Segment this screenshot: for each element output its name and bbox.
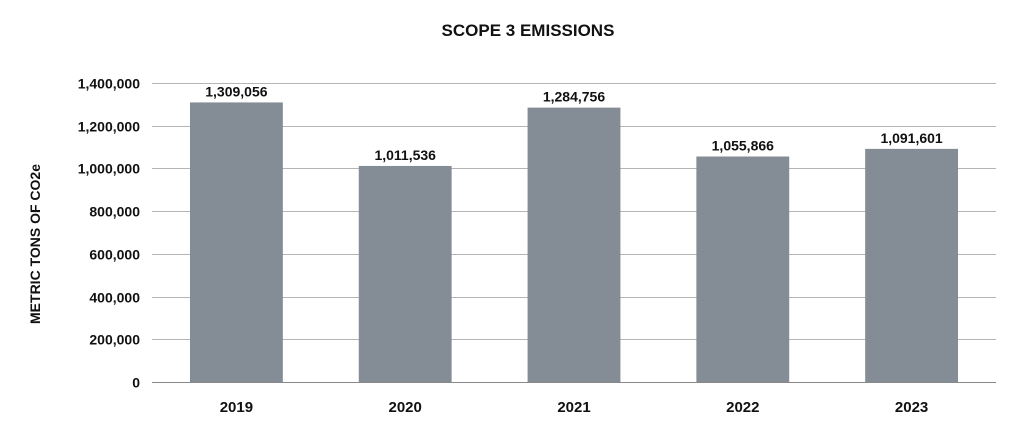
x-tick-label: 2023 xyxy=(895,399,928,416)
y-tick-label: 1,400,000 xyxy=(78,76,140,92)
data-label: 1,055,866 xyxy=(712,137,774,153)
y-tick-label: 800,000 xyxy=(89,204,140,220)
y-tick-label: 1,200,000 xyxy=(78,119,140,135)
data-label: 1,011,536 xyxy=(374,147,436,163)
data-label: 1,091,601 xyxy=(880,130,942,146)
data-labels: 1,309,056 1,011,536 1,284,756 1,055,866 1,09… xyxy=(205,83,943,163)
x-tick-label: 2019 xyxy=(220,399,253,416)
chart-title: SCOPE 3 EMISSIONS xyxy=(442,21,615,40)
bars xyxy=(189,102,959,383)
bar xyxy=(358,165,452,382)
data-label: 1,284,756 xyxy=(543,89,605,105)
x-tick-label: 2020 xyxy=(389,399,422,416)
y-tick-labels: 0 200,000 400,000 600,000 800,000 1,000,000 1,… xyxy=(78,76,141,391)
bar xyxy=(189,102,283,383)
y-tick-label: 0 xyxy=(132,375,140,391)
x-tick-labels: 2019 2020 2021 2022 2023 xyxy=(220,399,929,416)
bar xyxy=(527,107,621,382)
y-tick-label: 600,000 xyxy=(89,247,140,263)
y-axis-label: METRIC TONS OF CO2e xyxy=(27,164,43,324)
bar xyxy=(696,156,790,382)
x-tick-label: 2021 xyxy=(557,399,590,416)
y-tick-label: 200,000 xyxy=(89,332,140,348)
data-label: 1,309,056 xyxy=(205,83,267,99)
y-tick-label: 400,000 xyxy=(89,290,140,306)
bar xyxy=(865,148,959,382)
y-tick-label: 1,000,000 xyxy=(78,161,140,177)
x-tick-label: 2022 xyxy=(726,399,759,416)
